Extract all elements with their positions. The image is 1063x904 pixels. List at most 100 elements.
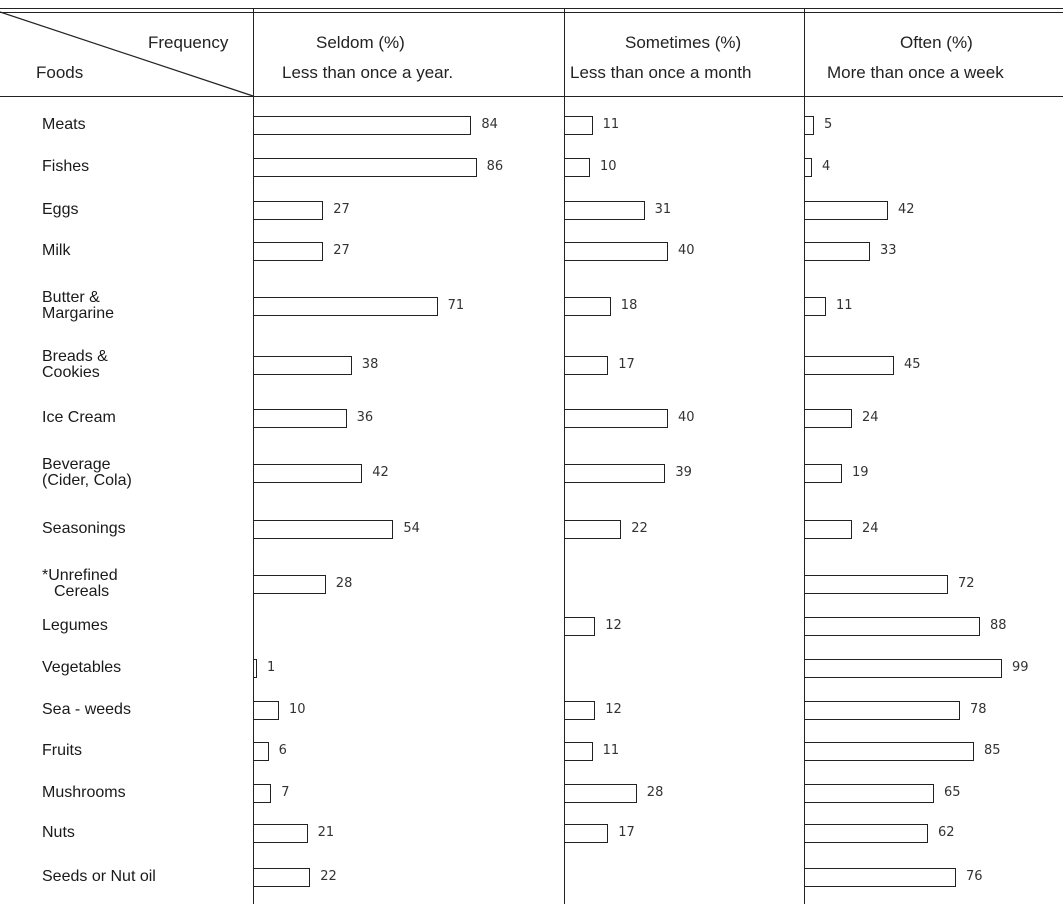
food-label-line: Breads & xyxy=(42,348,108,365)
column-subtitle-sometimes: Less than once a month xyxy=(570,63,752,82)
bar-often-14 xyxy=(804,783,934,803)
bar-often-8 xyxy=(804,519,852,539)
food-label-line: Ice Cream xyxy=(42,409,116,426)
top-rule xyxy=(0,8,1063,9)
food-label-16: Seeds or Nut oil xyxy=(42,869,156,885)
food-label-line: Fishes xyxy=(42,158,90,175)
bar-sometimes-14 xyxy=(564,783,637,803)
value-label-sometimes-14: 28 xyxy=(646,785,664,800)
column-subtitle-often: More than once a week xyxy=(827,63,1004,82)
value-label-sometimes-2: 31 xyxy=(654,202,672,217)
food-label-line: Mushrooms xyxy=(42,784,126,801)
food-label-3: Milk xyxy=(42,243,70,259)
bar-seldom-13 xyxy=(253,741,269,761)
food-label-line: (Cider, Cola) xyxy=(42,472,132,489)
column-title-sometimes: Sometimes (%) xyxy=(625,33,742,52)
bar-seldom-9 xyxy=(253,574,326,594)
food-label-0: Meats xyxy=(42,117,86,133)
value-label-seldom-4: 71 xyxy=(447,298,465,313)
bar-seldom-3 xyxy=(253,241,324,261)
value-label-seldom-16: 22 xyxy=(320,869,337,884)
value-label-often-3: 33 xyxy=(880,243,897,258)
food-label-line: Beverage xyxy=(42,456,111,473)
food-label-7: Beverage (Cider, Cola) xyxy=(42,457,132,489)
bar-seldom-11 xyxy=(253,658,257,678)
value-label-often-5: 45 xyxy=(904,357,921,372)
value-label-seldom-1: 86 xyxy=(486,159,504,174)
value-label-sometimes-8: 22 xyxy=(631,521,648,536)
value-label-sometimes-0: 11 xyxy=(602,117,620,132)
value-label-often-7: 19 xyxy=(852,465,869,480)
bar-often-2 xyxy=(804,200,888,220)
value-label-seldom-12: 10 xyxy=(289,702,306,717)
food-label-line: Milk xyxy=(42,242,71,259)
value-label-often-8: 24 xyxy=(862,521,879,536)
bar-seldom-4 xyxy=(253,296,438,316)
bar-sometimes-4 xyxy=(564,296,611,316)
value-label-sometimes-6: 40 xyxy=(678,410,695,425)
food-label-line: Meats xyxy=(42,116,86,133)
value-label-often-11: 99 xyxy=(1012,660,1029,675)
bar-often-11 xyxy=(804,658,1002,678)
value-label-sometimes-13: 11 xyxy=(602,743,620,758)
food-label-9: *Unrefined Cereals xyxy=(42,568,118,600)
bar-seldom-16 xyxy=(253,867,311,887)
food-label-line: Sea - weeds xyxy=(42,701,131,718)
bar-sometimes-13 xyxy=(564,741,593,761)
bar-sometimes-10 xyxy=(564,616,596,636)
header-bottom-rule xyxy=(0,96,1063,97)
food-label-line: Cereals xyxy=(54,583,110,600)
food-label-4: Butter & Margarine xyxy=(42,290,114,322)
value-label-often-12: 78 xyxy=(970,702,987,717)
bar-sometimes-3 xyxy=(564,241,668,261)
bar-often-1 xyxy=(804,157,812,177)
bar-seldom-8 xyxy=(253,519,394,539)
value-label-seldom-8: 54 xyxy=(403,521,420,536)
value-label-seldom-14: 7 xyxy=(281,785,290,800)
bar-seldom-6 xyxy=(253,408,347,428)
value-label-seldom-6: 36 xyxy=(356,410,374,425)
value-label-sometimes-7: 39 xyxy=(675,465,692,480)
value-label-often-10: 88 xyxy=(990,618,1007,633)
food-label-line: *Unrefined xyxy=(42,567,118,584)
value-label-sometimes-4: 18 xyxy=(620,298,638,313)
value-label-often-13: 85 xyxy=(984,743,1001,758)
bar-often-4 xyxy=(804,296,826,316)
value-label-sometimes-10: 12 xyxy=(605,618,622,633)
food-label-line: Margarine xyxy=(42,305,115,322)
value-label-often-4: 11 xyxy=(836,298,853,313)
value-label-seldom-13: 6 xyxy=(278,743,287,758)
column-title-seldom: Seldom (%) xyxy=(316,33,405,52)
bar-seldom-12 xyxy=(253,700,279,720)
food-label-1: Fishes xyxy=(42,159,89,175)
food-label-line: Nuts xyxy=(42,824,75,841)
bar-often-12 xyxy=(804,700,960,720)
value-label-sometimes-5: 17 xyxy=(618,357,635,372)
bar-seldom-1 xyxy=(253,157,477,177)
value-label-sometimes-1: 10 xyxy=(600,159,617,174)
food-label-line: Butter & xyxy=(42,289,100,306)
food-label-2: Eggs xyxy=(42,202,78,218)
column-divider-2 xyxy=(564,8,565,904)
bar-often-7 xyxy=(804,463,842,483)
bar-often-3 xyxy=(804,241,870,261)
bar-sometimes-5 xyxy=(564,355,609,375)
value-label-seldom-11: 1 xyxy=(267,660,276,675)
food-label-line: Fruits xyxy=(42,742,82,759)
corner-label-foods: Foods xyxy=(36,63,84,82)
value-label-seldom-3: 27 xyxy=(333,243,350,258)
value-label-often-1: 4 xyxy=(822,159,831,174)
food-label-line: Legumes xyxy=(42,617,108,634)
value-label-seldom-0: 84 xyxy=(481,117,498,132)
value-label-seldom-2: 27 xyxy=(333,202,350,217)
value-label-often-15: 62 xyxy=(938,825,955,840)
value-label-sometimes-3: 40 xyxy=(678,243,695,258)
bar-sometimes-8 xyxy=(564,519,622,539)
bar-sometimes-12 xyxy=(564,700,596,720)
bar-sometimes-6 xyxy=(564,408,668,428)
bar-sometimes-15 xyxy=(564,823,609,843)
value-label-often-6: 24 xyxy=(862,410,879,425)
bar-often-6 xyxy=(804,408,852,428)
